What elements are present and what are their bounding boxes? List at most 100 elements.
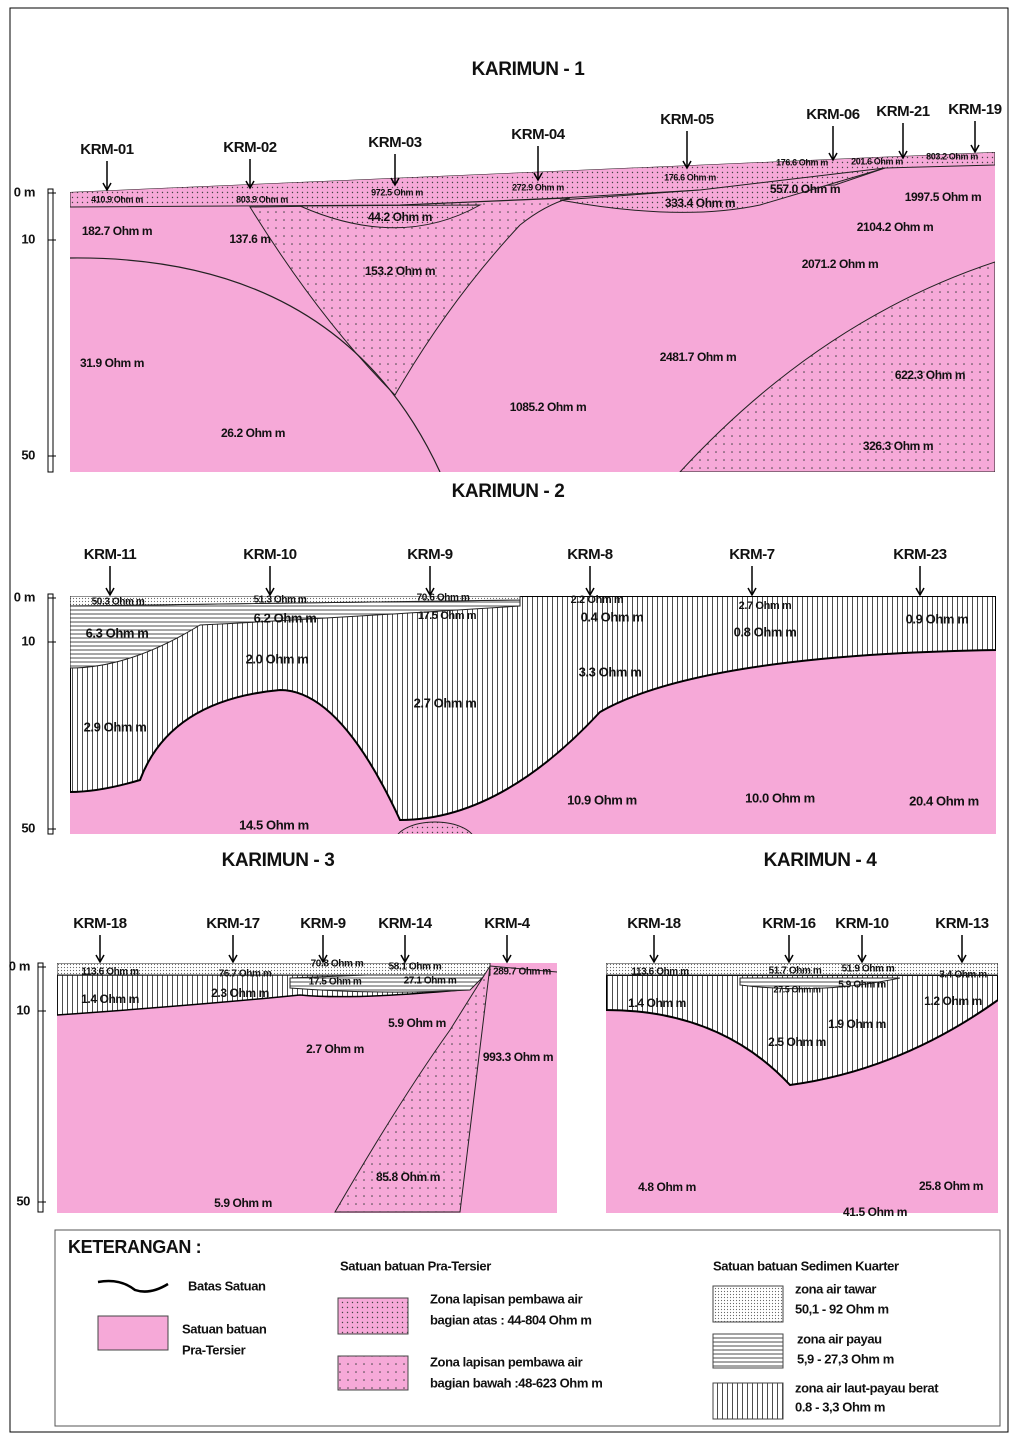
station-label: KRM-4 (484, 915, 531, 932)
resistivity-label: 1.9 Ohm m (828, 1017, 886, 1031)
legend-text: zona air tawar (795, 1281, 876, 1296)
resistivity-label: 70.6 Ohm m (417, 593, 470, 604)
station-label: KRM-03 (368, 134, 421, 151)
depth-tick-label: 0 m (14, 589, 35, 604)
section-title: KARIMUN - 4 (764, 850, 878, 871)
resistivity-label: 17.5 Ohm m (418, 610, 477, 622)
depth-tick-label: 50 (21, 820, 35, 835)
resistivity-label: 0.8 Ohm m (734, 624, 797, 639)
station-label: KRM-9 (407, 546, 453, 563)
station-label: KRM-05 (660, 111, 713, 128)
resistivity-label: 1.4 Ohm m (81, 992, 139, 1006)
resistivity-label: 25.8 Ohm m (919, 1179, 983, 1193)
resistivity-label: 85.8 Ohm m (376, 1170, 440, 1184)
resistivity-label: 26.2 Ohm m (221, 426, 285, 440)
station-label: KRM-16 (762, 915, 815, 932)
resistivity-label: 51.3 Ohm m (254, 595, 307, 606)
resistivity-label: 289.7 Ohm m (493, 967, 551, 978)
resistivity-label: 622.3 Ohm m (895, 368, 965, 382)
resistivity-label: 51.9 Ohm m (842, 964, 895, 975)
resistivity-label: 31.9 Ohm m (80, 356, 144, 370)
legend-text: 50,1 - 92 Ohm m (795, 1301, 889, 1316)
resistivity-label: 326.3 Ohm m (863, 439, 933, 453)
station-label: KRM-9 (300, 915, 346, 932)
resistivity-label: 51.7 Ohm m (769, 966, 822, 977)
legend-text: 5,9 - 27,3 Ohm m (797, 1351, 894, 1366)
legend-text: Satuan batuan (182, 1321, 267, 1336)
resistivity-label: 1997.5 Ohm m (905, 190, 982, 204)
depth-tick-label: 10 (21, 231, 35, 246)
resistivity-label: 113.6 Ohm m (81, 967, 139, 978)
resistivity-label: 113.6 Ohm m (631, 967, 689, 978)
resistivity-label: 17.5 Ohm m (309, 977, 362, 988)
resistivity-label: 2.5 Ohm m (768, 1035, 826, 1049)
legend-title: KETERANGAN : (68, 1237, 201, 1257)
depth-tick-label: 50 (16, 1193, 30, 1208)
station-label: KRM-04 (511, 126, 565, 143)
resistivity-label: 2.7 Ohm m (414, 695, 477, 710)
resistivity-label: 2.7 Ohm m (739, 600, 792, 612)
station-label: KRM-8 (567, 546, 613, 563)
legend-text: Batas Satuan (188, 1278, 266, 1293)
legend-text: bagian atas : 44-804 Ohm m (430, 1312, 592, 1327)
resistivity-label: 0.4 Ohm m (581, 609, 644, 624)
depth-tick-label: 0 m (9, 958, 30, 973)
depth-tick-label: 10 (21, 633, 35, 648)
resistivity-label: 803.9 Ohm m (236, 194, 288, 204)
resistivity-label: 41.5 Ohm m (843, 1205, 907, 1219)
section-title: KARIMUN - 3 (222, 850, 335, 871)
section-2-body (70, 596, 996, 862)
resistivity-label: 2071.2 Ohm m (802, 257, 879, 271)
station-label: KRM-01 (80, 141, 133, 158)
resistivity-label: 176.6 Ohm m (664, 172, 716, 182)
legend-heading: Satuan batuan Sedimen Kuarter (713, 1258, 899, 1273)
resistivity-label: 20.4 Ohm m (909, 793, 979, 808)
resistivity-label: 44.2 Ohm m (368, 210, 432, 224)
resistivity-label: 153.2 Ohm m (365, 264, 435, 278)
resistivity-label: 972.5 Ohm m (371, 187, 423, 197)
section-1-body (70, 150, 995, 472)
station-label: KRM-17 (206, 915, 259, 932)
legend-text: Zona lapisan pembawa air (430, 1354, 583, 1369)
resistivity-label: 557.0 Ohm m (770, 182, 840, 196)
station-label: KRM-06 (806, 106, 859, 123)
resistivity-label: 993.3 Ohm m (483, 1050, 553, 1064)
resistivity-label: 1.4 Ohm m (628, 996, 686, 1010)
resistivity-label: 272.9 Ohm m (512, 182, 564, 192)
resistivity-label: 333.4 Ohm m (665, 196, 735, 210)
resistivity-label: 176.6 Ohm m (776, 157, 828, 167)
resistivity-label: 5.9 Ohm m (838, 980, 886, 991)
resistivity-label: 76.7 Ohm m (219, 969, 272, 980)
station-label: KRM-02 (223, 139, 276, 156)
station-label: KRM-10 (835, 915, 888, 932)
resistivity-label: 2104.2 Ohm m (857, 220, 934, 234)
resistivity-label: 5.9 Ohm m (388, 1016, 446, 1030)
station-label: KRM-18 (627, 915, 680, 932)
depth-tick-label: 0 m (14, 184, 35, 199)
resistivity-label: 0.9 Ohm m (906, 611, 969, 626)
resistivity-label: 137.6 m (229, 232, 270, 246)
resistivity-label: 58.1 Ohm m (389, 962, 442, 973)
resistivity-label: 2.9 Ohm m (84, 719, 147, 734)
resistivity-label: 27.5 Ohm m (773, 984, 820, 994)
station-label: KRM-7 (729, 546, 775, 563)
depth-scale (48, 594, 53, 834)
resistivity-label: 2481.7 Ohm m (660, 350, 737, 364)
depth-scale (38, 963, 43, 1212)
resistivity-label: 2.7 Ohm m (306, 1042, 364, 1056)
resistivity-label: 201.6 Ohm m (851, 156, 903, 166)
legend-text: 0.8 - 3,3 Ohm m (795, 1399, 885, 1414)
resistivity-label: 3.4 Ohm m (939, 970, 987, 981)
section-title: KARIMUN - 2 (452, 481, 565, 502)
station-label: KRM-23 (893, 546, 946, 563)
resistivity-label: 50.3 Ohm m (92, 597, 145, 608)
resistivity-label: 1.2 Ohm m (924, 994, 982, 1008)
resistivity-label: 10.0 Ohm m (745, 790, 815, 805)
legend-text: bagian bawah :48-623 Ohm m (430, 1375, 602, 1390)
legend-text: zona air payau (797, 1331, 882, 1346)
depth-tick-label: 50 (21, 447, 35, 462)
depth-scale (48, 189, 53, 472)
resistivity-label: 5.9 Ohm m (214, 1196, 272, 1210)
legend-heading: Satuan batuan Pra-Tersier (340, 1258, 491, 1273)
resistivity-label: 182.7 Ohm m (82, 224, 152, 238)
